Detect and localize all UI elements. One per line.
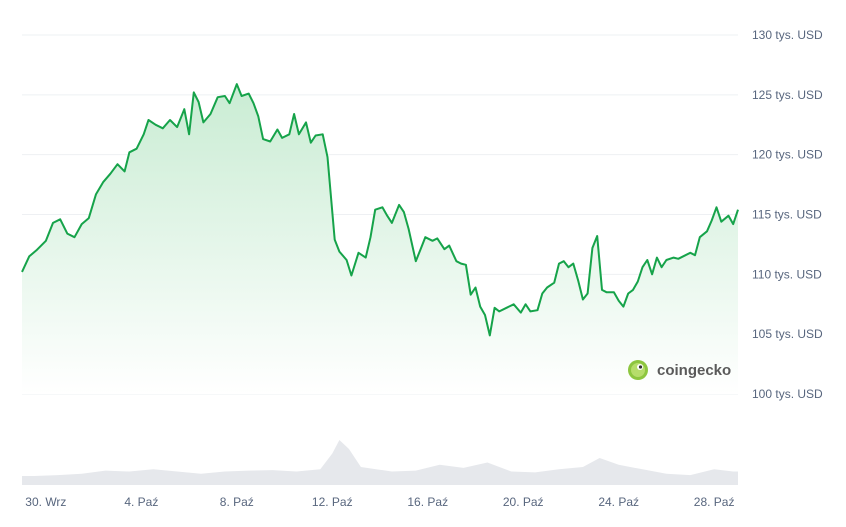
x-tick-label: 12. Paź	[312, 495, 353, 509]
watermark-text: coingecko	[657, 362, 731, 379]
y-tick-label: 110 tys. USD	[752, 267, 822, 281]
coingecko-watermark: coingecko	[628, 360, 731, 380]
y-axis-labels: 130 tys. USD 125 tys. USD 120 tys. USD 115 …	[752, 28, 823, 401]
x-tick-label: 30. Wrz	[25, 495, 66, 509]
y-tick-label: 115 tys. USD	[752, 208, 822, 222]
x-tick-label: 4. Paź	[124, 495, 158, 509]
x-tick-label: 28. Paź	[694, 495, 735, 509]
y-tick-label: 105 tys. USD	[752, 327, 823, 341]
x-tick-label: 20. Paź	[503, 495, 544, 509]
price-line	[21, 83, 739, 337]
coingecko-gecko-icon	[628, 360, 648, 380]
y-tick-label: 100 tys. USD	[752, 387, 823, 401]
y-tick-label: 120 tys. USD	[752, 148, 823, 162]
price-area-fill	[22, 84, 738, 394]
volume-bars	[22, 440, 738, 485]
x-axis-labels: 30. Wrz 4. Paź 8. Paź 12. Paź 16. Paź 20. Paź…	[25, 495, 734, 509]
x-tick-label: 8. Paź	[220, 495, 254, 509]
y-tick-label: 130 tys. USD	[752, 28, 823, 42]
price-area-group	[21, 83, 739, 394]
y-tick-label: 125 tys. USD	[752, 88, 823, 102]
volume-area	[22, 440, 738, 485]
x-tick-label: 24. Paź	[598, 495, 639, 509]
x-tick-label: 16. Paź	[407, 495, 448, 509]
